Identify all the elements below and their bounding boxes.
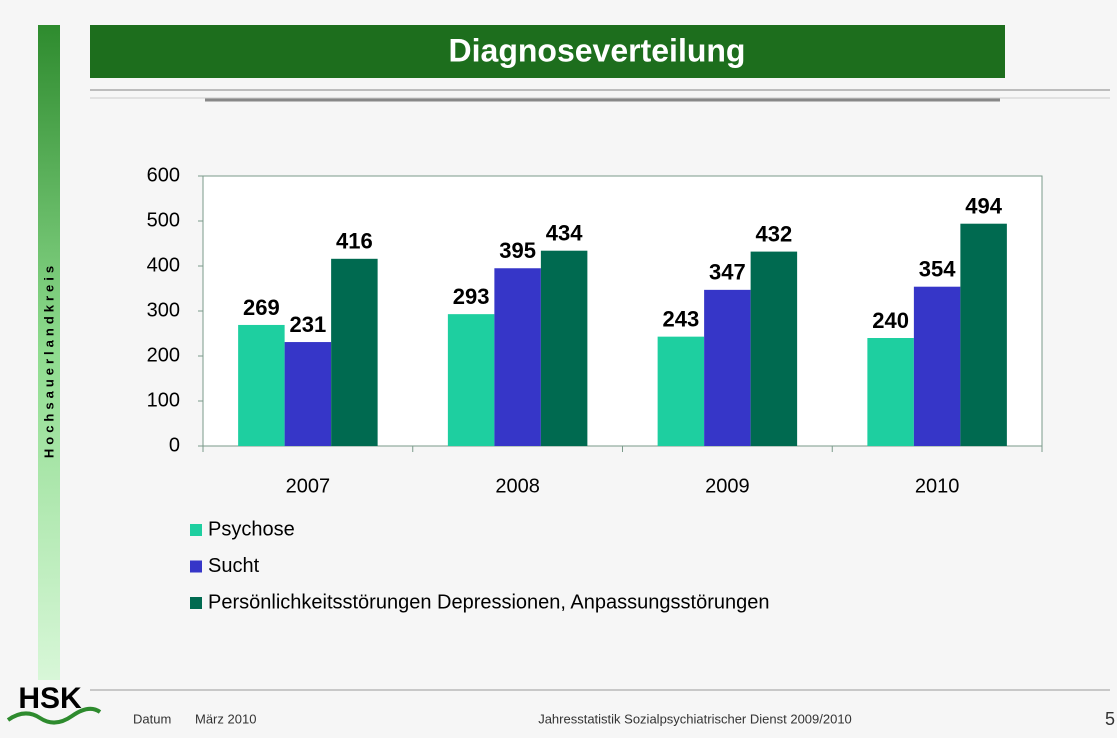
data-label: 494	[965, 194, 1002, 219]
y-tick-label: 0	[169, 434, 180, 456]
x-tick-label: 2007	[286, 475, 331, 497]
bar	[284, 342, 332, 446]
y-tick-label: 100	[147, 389, 180, 411]
x-tick-label: 2010	[915, 475, 960, 497]
data-label: 240	[872, 308, 909, 333]
bar	[657, 336, 705, 446]
data-label: 269	[243, 295, 280, 320]
data-label: 347	[709, 260, 746, 285]
y-tick-label: 200	[147, 344, 180, 366]
title-bar	[90, 25, 1005, 78]
footer-label: Datum	[133, 711, 171, 726]
legend-swatch	[190, 560, 202, 573]
bar	[331, 258, 378, 446]
logo: HSK	[18, 682, 82, 715]
legend-label: Psychose	[208, 518, 295, 540]
footer-date: März 2010	[195, 711, 256, 726]
data-label: 293	[453, 284, 490, 309]
legend-swatch	[190, 524, 202, 536]
logo-wave	[6, 706, 102, 725]
y-tick-label: 300	[147, 299, 180, 321]
bar	[913, 286, 961, 446]
bar	[238, 324, 285, 446]
y-tick-label: 600	[147, 164, 180, 186]
x-tick-label: 2009	[705, 475, 750, 497]
data-label: 416	[336, 229, 373, 254]
side-bar	[38, 25, 60, 680]
y-tick-label: 500	[147, 209, 180, 231]
footer-text: Jahresstatistik Sozialpsychiatrischer Di…	[538, 711, 852, 726]
legend-label: Sucht	[208, 555, 260, 577]
bar	[750, 251, 798, 446]
bar	[540, 250, 588, 446]
bar	[494, 268, 541, 446]
bar	[960, 223, 1007, 446]
bar	[704, 289, 751, 446]
x-tick-label: 2008	[495, 475, 540, 497]
bar	[867, 338, 914, 446]
side-label: Hochsauerlandkreis	[41, 262, 56, 458]
legend-label: Persönlichkeitsstörungen Depressionen, A…	[208, 591, 769, 613]
data-label: 395	[499, 238, 536, 263]
chart-title: Diagnoseverteilung	[449, 32, 746, 68]
data-label: 432	[756, 221, 793, 246]
data-label: 243	[663, 306, 700, 331]
data-label: 434	[546, 221, 583, 246]
page-number: 5	[1105, 709, 1115, 729]
legend-swatch	[190, 597, 202, 609]
y-tick-label: 400	[147, 254, 180, 276]
data-label: 354	[919, 257, 956, 282]
bar	[447, 314, 495, 446]
data-label: 231	[290, 312, 327, 337]
